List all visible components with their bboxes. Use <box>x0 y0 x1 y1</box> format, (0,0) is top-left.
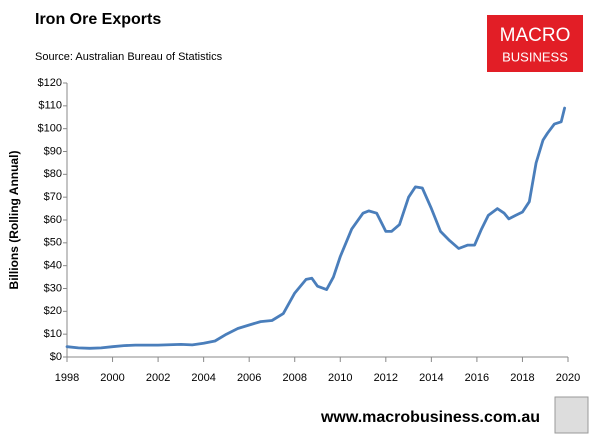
x-tick-label: 2000 <box>100 372 124 384</box>
x-tick-label: 2006 <box>237 372 261 384</box>
y-axis-label: Billions (Rolling Annual) <box>7 151 21 290</box>
y-tick-label: $40 <box>44 260 62 272</box>
x-tick-label: 2002 <box>146 372 170 384</box>
x-tick-label: 2004 <box>191 372 215 384</box>
chart-title: Iron Ore Exports <box>35 11 161 28</box>
x-tick-label: 2008 <box>282 372 306 384</box>
x-tick-label: 2018 <box>510 372 534 384</box>
y-tick-label: $120 <box>38 77 62 89</box>
x-tick-label: 2014 <box>419 372 443 384</box>
y-tick-label: $0 <box>50 351 62 363</box>
y-tick-label: $100 <box>38 123 62 135</box>
logo-text: MACRO <box>500 25 571 46</box>
x-tick-label: 2016 <box>465 372 489 384</box>
y-tick-label: $50 <box>44 237 62 249</box>
footer: www.macrobusiness.com.au <box>320 409 540 426</box>
data-line <box>65 106 566 350</box>
x-tick-label: 2010 <box>328 372 352 384</box>
logo-text: BUSINESS <box>502 49 568 64</box>
y-tick-label: $70 <box>44 191 62 203</box>
logo-image <box>554 396 589 434</box>
logo-box <box>487 15 583 72</box>
y-tick-label: $90 <box>44 145 62 157</box>
y-tick-label: $10 <box>44 328 62 340</box>
chart-subtitle: Source: Australian Bureau of Statistics <box>35 51 223 63</box>
y-tick-label: $30 <box>44 282 62 294</box>
x-tick-label: 2012 <box>374 372 398 384</box>
y-tick-label: $80 <box>44 168 62 180</box>
y-tick-label: $20 <box>44 305 62 317</box>
y-tick-label: $110 <box>38 100 62 112</box>
x-tick-label: 2020 <box>556 372 580 384</box>
x-tick-label: 1998 <box>55 372 79 384</box>
y-tick-label: $60 <box>44 214 62 226</box>
